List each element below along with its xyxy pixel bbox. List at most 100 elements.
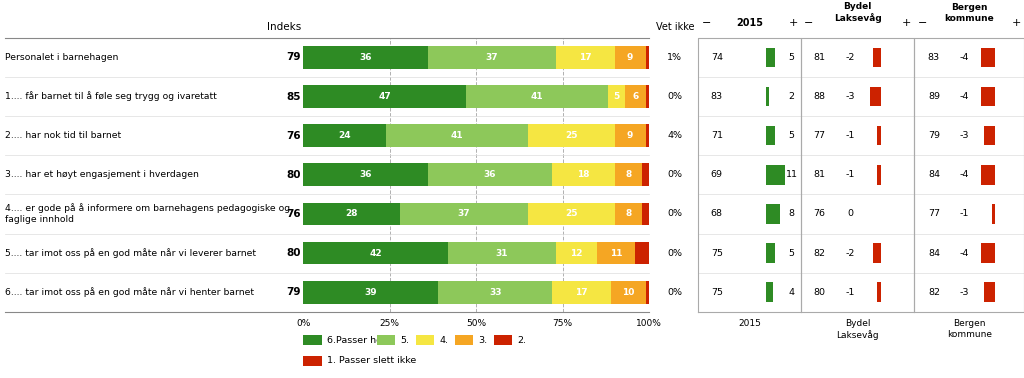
Text: 71: 71 bbox=[711, 131, 723, 140]
Text: -4: -4 bbox=[959, 249, 970, 258]
Bar bbox=[303, 85, 466, 108]
Bar bbox=[981, 87, 995, 106]
Text: 80: 80 bbox=[813, 288, 825, 297]
Bar bbox=[614, 163, 642, 186]
Bar bbox=[552, 163, 614, 186]
Bar bbox=[303, 46, 428, 69]
Bar bbox=[625, 85, 646, 108]
Text: 85: 85 bbox=[287, 91, 301, 102]
Text: 75%: 75% bbox=[553, 319, 572, 328]
Bar bbox=[646, 281, 649, 304]
Text: Personalet i barnehagen: Personalet i barnehagen bbox=[5, 53, 119, 62]
Text: 79: 79 bbox=[287, 53, 301, 62]
Text: 2.... har nok tid til barnet: 2.... har nok tid til barnet bbox=[5, 131, 121, 140]
Text: 2015: 2015 bbox=[736, 19, 763, 28]
Text: 28: 28 bbox=[345, 209, 357, 218]
Bar bbox=[303, 242, 449, 265]
Text: 2015: 2015 bbox=[738, 319, 761, 328]
Bar bbox=[766, 243, 774, 263]
Bar bbox=[377, 336, 395, 345]
Text: 0%: 0% bbox=[668, 92, 682, 101]
Text: 77: 77 bbox=[928, 209, 940, 218]
Text: 0%: 0% bbox=[668, 170, 682, 179]
Text: 75: 75 bbox=[711, 249, 723, 258]
Text: 79: 79 bbox=[928, 131, 940, 140]
Text: 1.... får barnet til å føle seg trygg og ivaretatt: 1.... får barnet til å føle seg trygg og… bbox=[5, 91, 217, 101]
Text: 6.Passer helt: 6.Passer helt bbox=[327, 336, 388, 345]
Text: 5: 5 bbox=[788, 131, 795, 140]
Text: 2: 2 bbox=[788, 92, 795, 101]
Text: 4.: 4. bbox=[439, 336, 449, 345]
Text: 39: 39 bbox=[365, 288, 377, 297]
Text: 12: 12 bbox=[570, 249, 583, 258]
Text: 3.: 3. bbox=[478, 336, 487, 345]
Text: 10: 10 bbox=[623, 288, 635, 297]
Text: 0%: 0% bbox=[668, 209, 682, 218]
Bar bbox=[611, 281, 646, 304]
Text: Indeks: Indeks bbox=[266, 22, 301, 32]
Bar bbox=[766, 126, 774, 146]
Text: 50%: 50% bbox=[466, 319, 486, 328]
Text: 1%: 1% bbox=[668, 53, 682, 62]
Bar bbox=[981, 48, 995, 67]
Text: -1: -1 bbox=[959, 209, 970, 218]
Bar bbox=[873, 48, 881, 67]
Text: 36: 36 bbox=[359, 170, 372, 179]
Text: -1: -1 bbox=[845, 288, 855, 297]
Text: 80: 80 bbox=[287, 170, 301, 180]
Text: 37: 37 bbox=[458, 209, 470, 218]
Text: 47: 47 bbox=[378, 92, 391, 101]
Bar bbox=[646, 124, 649, 147]
Text: 11: 11 bbox=[610, 249, 623, 258]
Bar bbox=[607, 85, 625, 108]
Text: 8: 8 bbox=[788, 209, 795, 218]
Text: 0: 0 bbox=[847, 209, 853, 218]
Bar bbox=[766, 87, 769, 106]
Text: 80: 80 bbox=[287, 248, 301, 258]
Text: 69: 69 bbox=[711, 170, 723, 179]
Bar bbox=[869, 87, 881, 106]
Text: 8: 8 bbox=[626, 170, 632, 179]
Text: +: + bbox=[902, 19, 911, 28]
Bar bbox=[991, 204, 995, 224]
Text: 4: 4 bbox=[788, 288, 795, 297]
Text: 5.... tar imot oss på en god måte når vi leverer barnet: 5.... tar imot oss på en god måte når vi… bbox=[5, 248, 256, 258]
Text: 41: 41 bbox=[451, 131, 464, 140]
Text: -4: -4 bbox=[959, 170, 970, 179]
Bar bbox=[766, 165, 785, 184]
Text: 24: 24 bbox=[338, 131, 351, 140]
Text: 75: 75 bbox=[711, 288, 723, 297]
Text: 5: 5 bbox=[613, 92, 620, 101]
Text: -4: -4 bbox=[959, 92, 970, 101]
Text: 36: 36 bbox=[359, 53, 372, 62]
Text: 37: 37 bbox=[485, 53, 498, 62]
Text: 77: 77 bbox=[813, 131, 825, 140]
Bar bbox=[428, 163, 552, 186]
Bar bbox=[642, 203, 649, 225]
Text: -3: -3 bbox=[845, 92, 855, 101]
Text: Bergen
kommune: Bergen kommune bbox=[944, 3, 994, 23]
Bar bbox=[766, 204, 780, 224]
Text: Bergen
kommune: Bergen kommune bbox=[947, 319, 991, 339]
Text: 17: 17 bbox=[575, 288, 588, 297]
Text: 6.... tar imot oss på en god måte når vi henter barnet: 6.... tar imot oss på en god måte når vi… bbox=[5, 287, 254, 297]
Bar bbox=[466, 85, 607, 108]
Bar bbox=[877, 282, 881, 302]
Text: 2.: 2. bbox=[517, 336, 526, 345]
Bar bbox=[766, 282, 773, 302]
Text: 41: 41 bbox=[530, 92, 543, 101]
Text: -1: -1 bbox=[845, 170, 855, 179]
Bar bbox=[494, 336, 512, 345]
Text: -4: -4 bbox=[959, 53, 970, 62]
Text: 9: 9 bbox=[627, 131, 634, 140]
Text: 82: 82 bbox=[813, 249, 825, 258]
Bar bbox=[642, 163, 649, 186]
Bar bbox=[428, 46, 556, 69]
Bar bbox=[877, 126, 881, 146]
Text: 33: 33 bbox=[488, 288, 502, 297]
Text: 5: 5 bbox=[788, 249, 795, 258]
Text: 88: 88 bbox=[813, 92, 825, 101]
Bar bbox=[614, 203, 642, 225]
Text: −: − bbox=[701, 19, 711, 28]
Text: 5.: 5. bbox=[400, 336, 410, 345]
